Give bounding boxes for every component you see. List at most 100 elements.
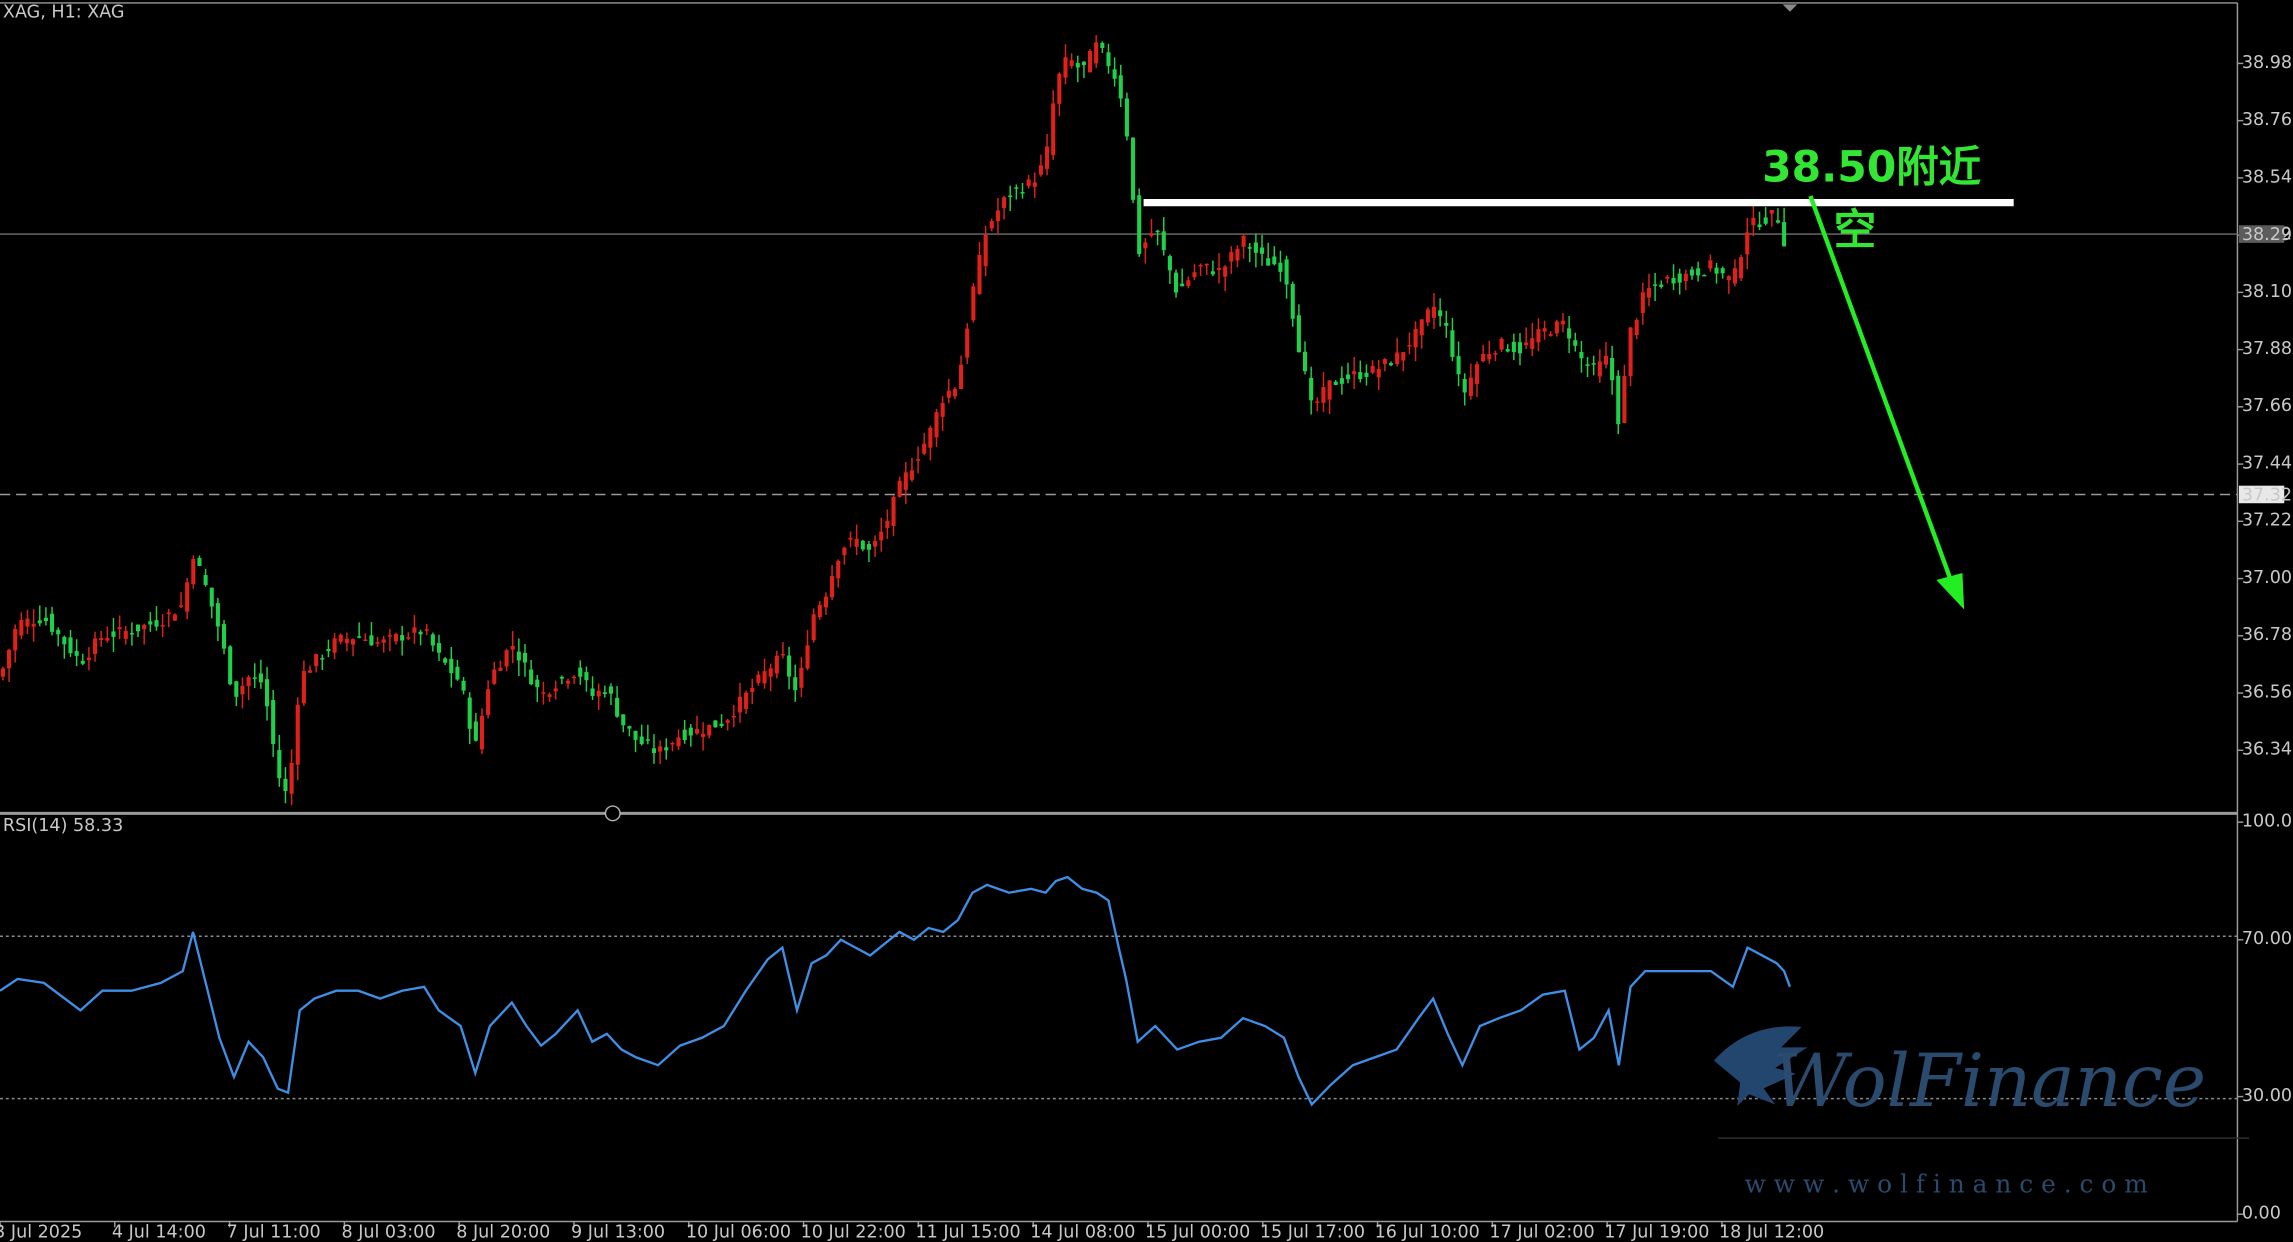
- wolfinance-watermark: WolFinance w w w . w o l f i n a n c e .…: [1713, 1026, 2250, 1198]
- candle-body: [1358, 372, 1363, 380]
- candle-body: [1726, 276, 1731, 281]
- candle-body: [756, 674, 761, 683]
- candle-body: [1057, 73, 1062, 104]
- candle-body: [258, 673, 263, 683]
- candle-body: [418, 631, 423, 635]
- candle-body: [1088, 50, 1093, 73]
- candle-body: [664, 747, 669, 751]
- candle-body: [1499, 338, 1504, 350]
- candle-body: [725, 720, 730, 723]
- candle-body: [909, 470, 914, 480]
- chart-shift-marker-icon[interactable]: [1782, 4, 1798, 12]
- price-tick-label: 36.560: [2242, 682, 2293, 702]
- candle-body: [430, 634, 435, 646]
- candle-body: [1247, 247, 1252, 249]
- candle-body: [1321, 387, 1326, 403]
- candle-body: [1100, 42, 1105, 48]
- candle-body: [1051, 103, 1056, 156]
- candle-body: [178, 605, 184, 607]
- candle-body: [682, 729, 687, 741]
- candle-body: [1173, 272, 1179, 293]
- candle-body: [1763, 217, 1768, 224]
- candle-body: [1573, 340, 1578, 346]
- short-arrow-icon[interactable]: [1808, 195, 1965, 610]
- candle-body: [1597, 361, 1602, 377]
- candle-body: [1567, 328, 1572, 339]
- candle-body: [516, 651, 521, 661]
- candle-body: [203, 575, 208, 585]
- candle-body: [1388, 363, 1394, 366]
- candle-body: [1198, 264, 1203, 267]
- candle-body: [701, 733, 706, 737]
- candle-body: [1659, 284, 1664, 287]
- candle-body: [387, 635, 392, 637]
- candle-body: [1296, 315, 1301, 353]
- candle-body: [645, 739, 650, 741]
- candle-body: [443, 658, 448, 663]
- time-axis-labels: 3 Jul 2025 4 Jul 14:00 7 Jul 11:00 8 Jul 03…: [0, 1221, 1824, 1242]
- candle-body: [1069, 60, 1074, 66]
- candle-body: [492, 669, 497, 684]
- candles-layer: [0, 35, 1787, 806]
- candle-body: [1438, 310, 1443, 317]
- candle-body: [129, 633, 134, 635]
- candle-body: [479, 715, 485, 750]
- candle-body: [707, 724, 712, 736]
- candle-body: [977, 255, 982, 294]
- candle-body: [1081, 61, 1086, 66]
- candle-body: [830, 575, 835, 598]
- candle-body: [1481, 353, 1486, 362]
- candle-body: [295, 704, 300, 765]
- candle-body: [1309, 377, 1314, 401]
- candle-body: [1026, 179, 1031, 187]
- current-price-tag-bg: [2238, 225, 2285, 243]
- candle-body: [971, 286, 976, 321]
- marked-level-tag-bg: [2238, 485, 2285, 504]
- time-tick-label: 11 Jul 15:00: [915, 1223, 1020, 1242]
- price-tick-label: 37.000: [2242, 568, 2293, 588]
- candle-body: [68, 637, 73, 654]
- candle-body: [633, 730, 638, 740]
- candle-body: [922, 443, 927, 454]
- current-price-tag: 38.298: [2242, 225, 2293, 245]
- time-tick-label: 9 Jul 13:00: [571, 1223, 665, 1242]
- candle-body: [1259, 247, 1265, 254]
- time-tick-label: 8 Jul 20:00: [456, 1223, 550, 1242]
- candle-body: [1284, 259, 1289, 285]
- candle-body: [1278, 262, 1283, 272]
- candle-body: [529, 669, 534, 685]
- candle-body: [694, 728, 700, 734]
- pane-resize-handle[interactable]: [604, 805, 621, 822]
- candle-body: [332, 638, 337, 653]
- candle-body: [1327, 380, 1332, 400]
- candle-body: [461, 680, 466, 691]
- candle-body: [215, 603, 220, 627]
- candle-body: [952, 388, 957, 397]
- candle-body: [780, 653, 786, 656]
- candle-body: [1530, 338, 1535, 349]
- annotation-price-text: 38.50附近: [1762, 143, 1981, 192]
- candle-body: [338, 634, 343, 642]
- candle-body: [676, 737, 681, 747]
- candle-body: [1008, 195, 1013, 198]
- candle-body: [1782, 222, 1787, 247]
- candle-body: [1395, 352, 1400, 365]
- candle-body: [31, 623, 36, 627]
- candle-body: [811, 614, 816, 641]
- candle-body: [99, 637, 104, 641]
- candle-body: [1407, 345, 1412, 347]
- candle-body: [1493, 353, 1498, 355]
- candle-body: [1536, 329, 1541, 343]
- candle-body: [1554, 321, 1559, 334]
- candle-body: [1671, 277, 1676, 284]
- candle-body: [1382, 359, 1387, 365]
- candle-body: [1769, 209, 1774, 214]
- candle-body: [1677, 273, 1682, 283]
- candle-body: [271, 699, 276, 744]
- candle-body: [1603, 355, 1609, 365]
- candle-body: [1616, 375, 1621, 425]
- candle-body: [737, 696, 743, 713]
- candle-body: [823, 596, 828, 608]
- candle-body: [1216, 267, 1222, 270]
